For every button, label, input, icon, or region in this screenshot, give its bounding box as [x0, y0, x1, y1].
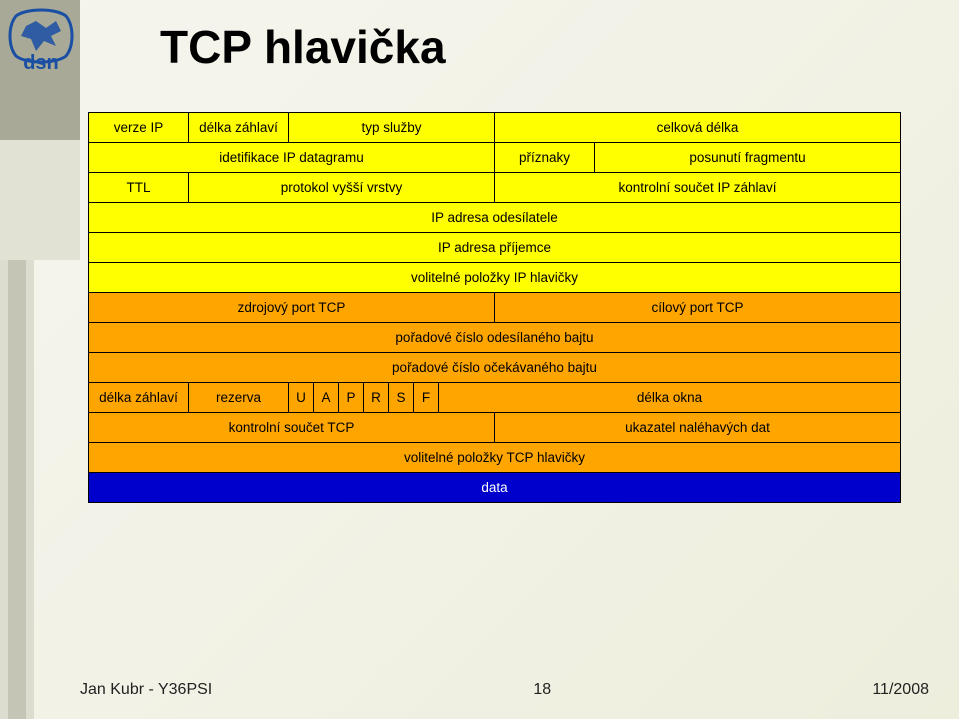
tcp-checksum: kontrolní součet TCP: [89, 413, 495, 443]
ip-total-length: celková délka: [495, 113, 901, 143]
tcp-flag-s: S: [389, 383, 414, 413]
tcp-flag-p: P: [339, 383, 364, 413]
ip-protocol: protokol vyšší vrstvy: [189, 173, 495, 203]
slide-footer: Jan Kubr - Y36PSI 18 11/2008: [80, 681, 929, 699]
tcp-flag-a: A: [314, 383, 339, 413]
tcp-urgptr: ukazatel naléhavých dat: [495, 413, 901, 443]
ip-ihl: délka záhlaví: [189, 113, 289, 143]
ip-dst-addr: IP adresa příjemce: [89, 233, 901, 263]
ip-version: verze IP: [89, 113, 189, 143]
tcp-dport: cílový port TCP: [495, 293, 901, 323]
footer-author: Jan Kubr - Y36PSI: [80, 681, 212, 699]
tcp-hlen: délka záhlaví: [89, 383, 189, 413]
footer-page: 18: [533, 681, 551, 699]
tcp-window: délka okna: [439, 383, 901, 413]
ip-fragment-offset: posunutí fragmentu: [595, 143, 901, 173]
side-accent-bottom: [0, 140, 80, 260]
header-diagram: verze IP délka záhlaví typ služby celkov…: [88, 112, 900, 503]
tcp-flag-u: U: [289, 383, 314, 413]
tcp-sport: zdrojový port TCP: [89, 293, 495, 323]
ip-checksum: kontrolní součet IP záhlaví: [495, 173, 901, 203]
tcp-reserved: rezerva: [189, 383, 289, 413]
ip-flags: příznaky: [495, 143, 595, 173]
logo-text: dsn: [23, 52, 59, 74]
ip-identification: idetifikace IP datagramu: [89, 143, 495, 173]
footer-date: 11/2008: [872, 681, 929, 699]
tcp-ack: pořadové číslo očekávaného bajtu: [89, 353, 901, 383]
ip-ttl: TTL: [89, 173, 189, 203]
dsn-logo: dsn: [6, 6, 76, 76]
ip-tos: typ služby: [289, 113, 495, 143]
ip-options: volitelné položky IP hlavičky: [89, 263, 901, 293]
ip-src-addr: IP adresa odesílatele: [89, 203, 901, 233]
page-title: TCP hlavička: [160, 20, 446, 74]
payload-data: data: [89, 473, 901, 503]
tcp-options: volitelné položky TCP hlavičky: [89, 443, 901, 473]
tcp-flag-f: F: [414, 383, 439, 413]
tcp-seq: pořadové číslo odesílaného bajtu: [89, 323, 901, 353]
tcp-flag-r: R: [364, 383, 389, 413]
